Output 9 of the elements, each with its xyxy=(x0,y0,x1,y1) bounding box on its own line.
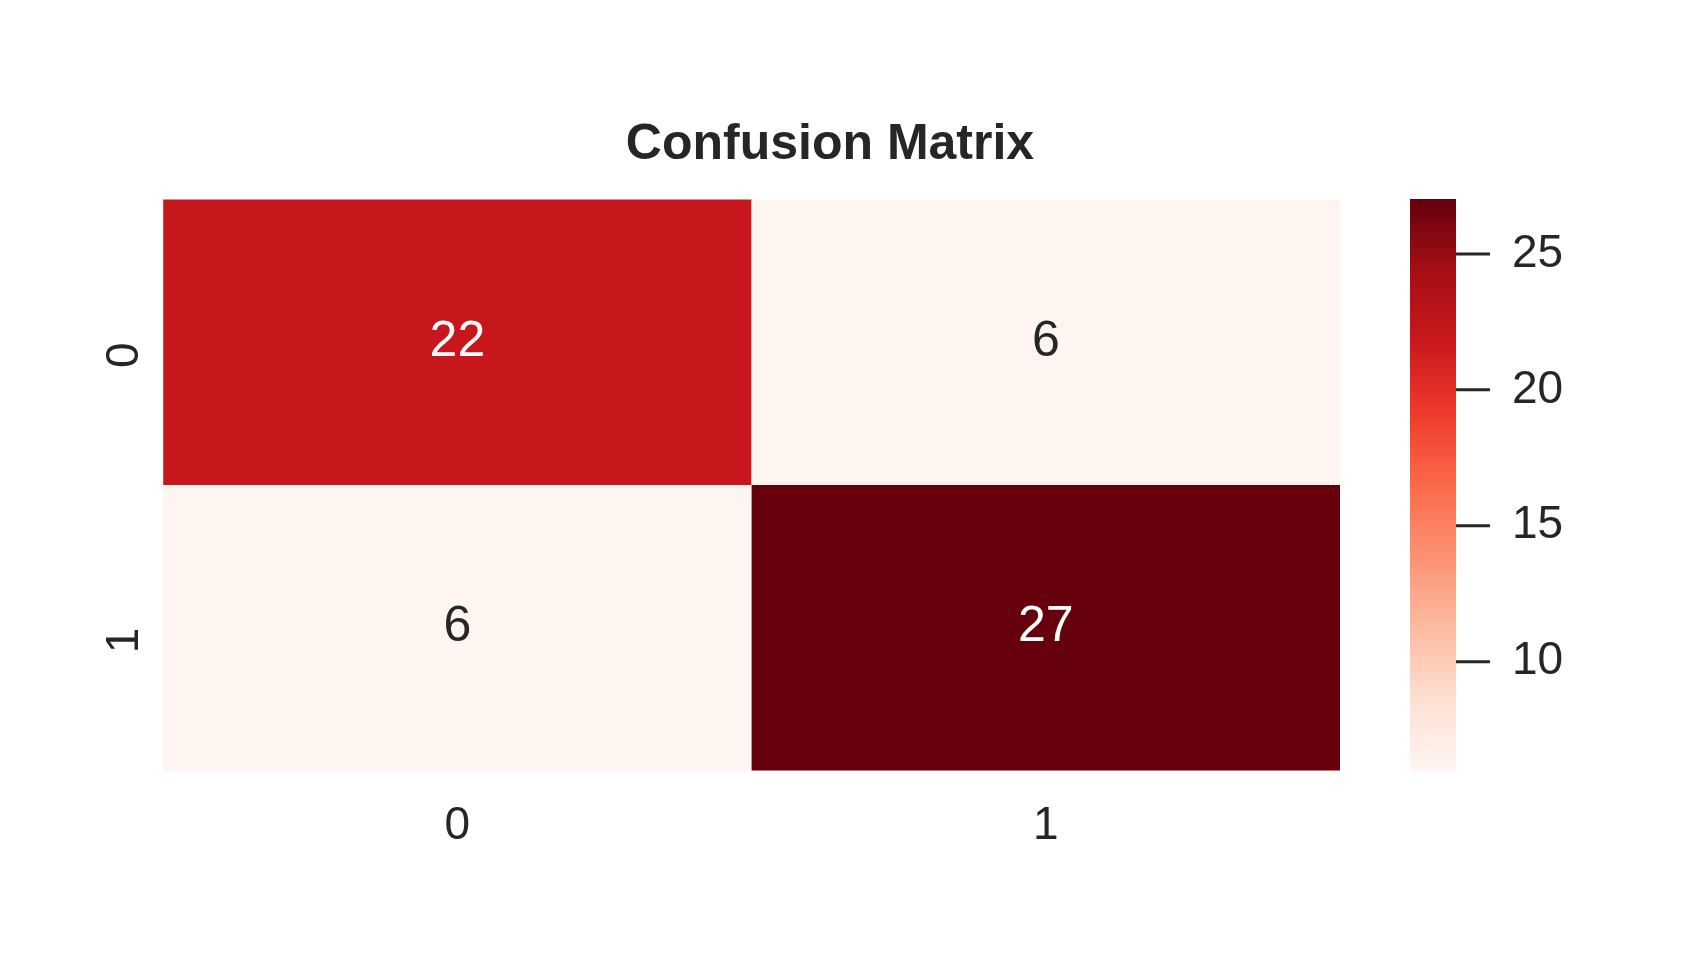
color-bar-label: 25 xyxy=(1512,224,1564,277)
color-bar-label: 15 xyxy=(1512,496,1564,549)
color-bar-label: 10 xyxy=(1512,632,1564,685)
chart-title: Confusion Matrix xyxy=(625,114,1035,171)
data-label: 6 xyxy=(1031,311,1060,368)
data-label: 22 xyxy=(429,311,486,368)
color-bar-label: 20 xyxy=(1512,360,1564,413)
data-label: 6 xyxy=(443,596,472,653)
data-label: 27 xyxy=(1017,596,1074,653)
